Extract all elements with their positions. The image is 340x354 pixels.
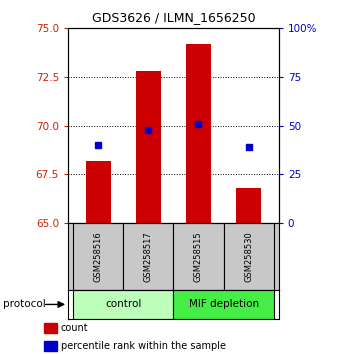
Text: GDS3626 / ILMN_1656250: GDS3626 / ILMN_1656250 xyxy=(91,11,255,24)
Bar xyxy=(123,223,173,290)
Bar xyxy=(44,341,57,351)
Text: GSM258515: GSM258515 xyxy=(194,231,203,282)
Bar xyxy=(173,223,224,290)
Bar xyxy=(73,290,173,319)
Bar xyxy=(136,71,161,223)
Bar xyxy=(73,223,123,290)
Bar xyxy=(236,188,261,223)
Text: MIF depletion: MIF depletion xyxy=(188,299,259,309)
Text: percentile rank within the sample: percentile rank within the sample xyxy=(61,341,226,351)
Text: GSM258516: GSM258516 xyxy=(94,231,103,282)
Bar xyxy=(86,161,111,223)
Text: GSM258530: GSM258530 xyxy=(244,231,253,282)
Text: count: count xyxy=(61,323,88,333)
Text: protocol: protocol xyxy=(3,299,46,309)
Text: control: control xyxy=(105,299,141,309)
Bar xyxy=(224,223,274,290)
Text: GSM258517: GSM258517 xyxy=(144,231,153,282)
Bar xyxy=(44,323,57,333)
Bar xyxy=(173,290,274,319)
Bar xyxy=(186,44,211,223)
